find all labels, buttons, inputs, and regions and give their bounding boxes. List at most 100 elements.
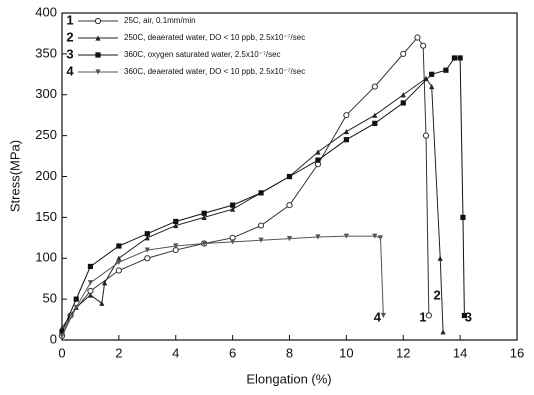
x-tick-label: 8 xyxy=(286,345,293,360)
marker xyxy=(315,157,321,163)
marker xyxy=(144,255,151,262)
marker xyxy=(315,149,321,155)
marker xyxy=(420,42,427,49)
legend: 1 25C, air, 0.1mm/min 2 250C, deaerated wat… xyxy=(66,12,305,78)
marker xyxy=(201,240,207,247)
marker xyxy=(115,267,122,274)
marker xyxy=(230,202,236,208)
marker xyxy=(87,292,94,298)
marker xyxy=(400,100,406,106)
y-tick-label: 300 xyxy=(35,86,57,101)
legend-number: 2 xyxy=(66,29,73,44)
legend-text: 250C, deaerated water, DO < 10 ppb, 2.5x… xyxy=(124,33,305,42)
marker xyxy=(343,233,349,239)
marker xyxy=(201,210,207,216)
x-tick-label: 6 xyxy=(229,345,236,360)
x-tick-label: 4 xyxy=(172,345,179,360)
y-tick-label: 150 xyxy=(35,209,57,224)
marker xyxy=(343,137,349,143)
x-tick-label: 0 xyxy=(58,345,65,360)
marker xyxy=(315,234,321,240)
marker xyxy=(116,259,122,265)
marker xyxy=(371,83,378,90)
marker xyxy=(59,329,65,335)
marker xyxy=(144,247,150,253)
marker xyxy=(400,92,406,98)
y-tick-label: 250 xyxy=(35,127,57,142)
x-tick-label: 12 xyxy=(396,345,410,360)
marker xyxy=(443,67,449,73)
marker xyxy=(461,312,467,319)
marker xyxy=(87,263,94,270)
marker xyxy=(429,83,435,90)
x-tick-label: 16 xyxy=(510,345,524,360)
x-axis-label: Elongation (%) xyxy=(246,371,331,386)
marker xyxy=(400,50,407,57)
legend-number: 3 xyxy=(66,46,73,61)
marker xyxy=(451,55,458,61)
end-label: 4 xyxy=(374,309,382,324)
marker xyxy=(116,255,122,261)
x-tick-label: 14 xyxy=(453,345,467,360)
legend-number: 1 xyxy=(66,12,73,27)
x-tick-label: 2 xyxy=(115,345,122,360)
marker xyxy=(99,300,105,306)
marker xyxy=(414,34,421,41)
y-tick-label: 200 xyxy=(35,168,57,183)
y-tick-label: 400 xyxy=(35,4,57,19)
legend-text: 25C, air, 0.1mm/min xyxy=(124,16,196,25)
marker xyxy=(422,132,430,139)
marker xyxy=(95,69,101,75)
marker xyxy=(286,202,293,209)
series-line xyxy=(61,36,430,337)
x-tick-label: 10 xyxy=(339,345,353,360)
marker xyxy=(286,173,293,180)
marker xyxy=(230,206,236,212)
y-tick-label: 100 xyxy=(35,250,57,265)
marker xyxy=(377,235,384,241)
series-line xyxy=(61,77,444,332)
marker xyxy=(372,233,378,239)
marker xyxy=(144,231,150,237)
marker xyxy=(460,214,466,220)
marker xyxy=(59,333,65,339)
legend-number: 4 xyxy=(66,63,74,78)
marker xyxy=(343,128,349,135)
end-label: 3 xyxy=(465,309,472,324)
marker xyxy=(201,214,207,220)
y-tick-label: 0 xyxy=(50,331,57,346)
y-tick-label: 350 xyxy=(35,45,57,60)
marker xyxy=(173,243,179,249)
marker xyxy=(423,75,429,81)
legend-text: 360C, oxygen saturated water, 2.5x10⁻⁷/s… xyxy=(124,50,281,59)
marker xyxy=(258,190,264,196)
marker xyxy=(343,112,350,119)
marker xyxy=(95,35,101,41)
marker xyxy=(257,222,265,229)
marker xyxy=(144,235,150,241)
marker xyxy=(425,312,432,319)
marker xyxy=(429,71,435,77)
marker xyxy=(440,329,446,335)
marker xyxy=(94,17,102,25)
marker xyxy=(437,255,443,261)
marker xyxy=(173,218,179,225)
marker xyxy=(457,55,463,61)
marker xyxy=(95,52,101,58)
marker xyxy=(73,304,79,310)
legend-text: 360C, deaerated water, DO < 10 ppb, 2.5x… xyxy=(124,67,305,76)
end-label: 1 xyxy=(419,309,426,324)
marker xyxy=(173,222,179,229)
series-line xyxy=(61,235,384,337)
marker xyxy=(372,120,378,126)
marker xyxy=(286,236,293,242)
marker xyxy=(380,312,386,319)
marker xyxy=(230,239,236,245)
end-label: 2 xyxy=(433,287,440,302)
marker xyxy=(87,280,94,286)
marker xyxy=(372,112,378,118)
marker xyxy=(258,237,264,243)
y-axis-label: Stress(MPa) xyxy=(7,140,22,212)
marker xyxy=(73,296,79,302)
